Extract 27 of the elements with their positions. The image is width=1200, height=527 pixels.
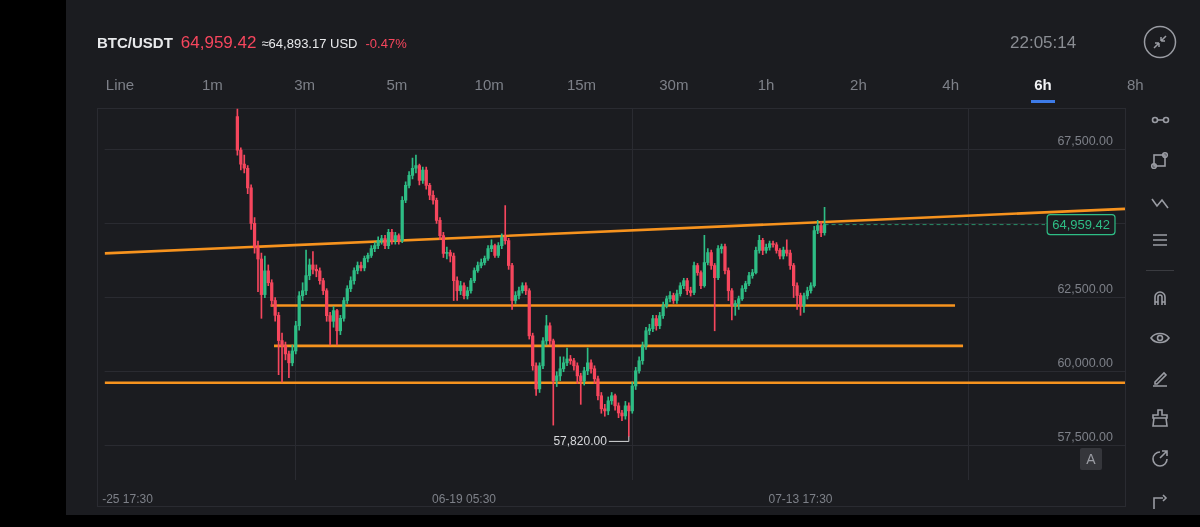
text: 22:05:14	[1010, 33, 1077, 53]
text: 64,959.42	[180, 33, 257, 53]
y-tick-label: 62,500.00	[1057, 282, 1114, 297]
text: Line	[104, 76, 136, 93]
text: 6h	[1033, 76, 1053, 95]
text: -0.47%	[365, 36, 407, 51]
x-tick-label: -25 17:30	[102, 491, 154, 506]
x-tick-label: 07-13 17:30	[768, 491, 833, 506]
text: 8h	[1125, 76, 1145, 93]
text: 30m	[658, 76, 690, 93]
annotation: A	[1080, 448, 1102, 470]
text: 15m	[565, 76, 598, 93]
y-tick-label: 67,500.00	[1057, 133, 1114, 148]
y-tick-label: 60,000.00	[1057, 356, 1114, 371]
text: 1m	[200, 76, 224, 93]
text: 4h	[941, 76, 961, 93]
text: 5m	[385, 76, 409, 93]
text: ≈64,893.17 USD	[261, 36, 358, 51]
ref-line-label: 64,959.42	[1052, 217, 1111, 233]
chart-title: BTC/USDT	[97, 34, 173, 51]
y-tick-label: 57,500.00	[1057, 430, 1114, 445]
text: 3m	[293, 76, 316, 93]
text: 2h	[849, 76, 868, 93]
annotation: 57,820.00	[553, 433, 608, 448]
text: 1h	[756, 76, 776, 93]
x-tick-label: 06-19 05:30	[431, 491, 497, 506]
text: 10m	[473, 76, 505, 93]
